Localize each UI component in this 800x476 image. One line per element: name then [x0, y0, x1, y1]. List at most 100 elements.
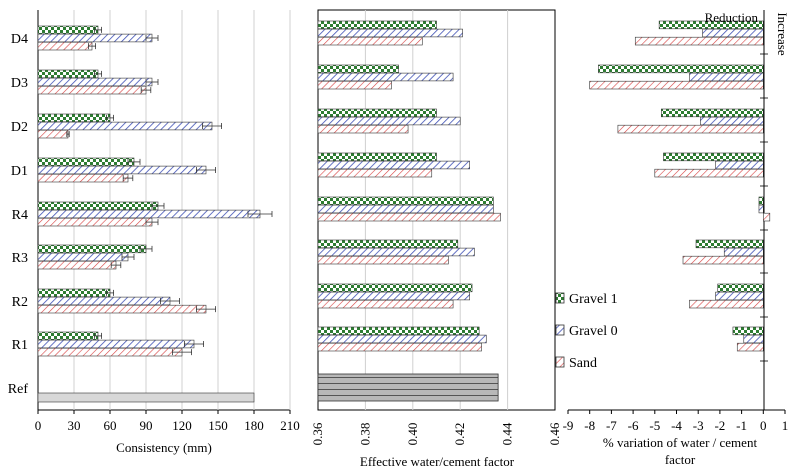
- variation-tick-label-0: 0: [760, 418, 767, 433]
- consistency-errorbar-sand-r4: [145, 219, 159, 226]
- consistency-tick-label-210: 210: [280, 418, 300, 433]
- variation-tick-label-6: -6: [628, 418, 639, 433]
- consistency-bar-gravel-0-d2: [37, 121, 213, 131]
- consistency-tick-label-30: 30: [68, 418, 81, 433]
- consistency-x-ticks: 0 30 60 90 120 150 180 210: [35, 410, 300, 433]
- variation-x-axis-title-line2: factor: [665, 452, 696, 467]
- variation-bar-gravel-1-r2: [717, 283, 764, 293]
- category-label-r3: R3: [12, 251, 28, 266]
- consistency-errorbar-gravel-0-r4: [247, 211, 273, 217]
- legend: Gravel 1 Gravel 0 Sand: [555, 292, 618, 371]
- wc-x-axis-title: Effective water/cement factor: [360, 454, 515, 469]
- consistency-bar-sand-d3: [37, 85, 147, 95]
- wc-tick-label-0-38: 0.38: [357, 423, 372, 446]
- variation-bar-gravel-1-d4: [658, 20, 764, 30]
- variation-bar-gravel-0-d1: [715, 160, 764, 170]
- wc-bar-gravel-0-d1: [317, 160, 470, 170]
- consistency-bar-gravel-0-d1: [37, 165, 207, 175]
- consistency-bar-sand-d2: [37, 129, 69, 139]
- variation-reduction-label: Reduction: [705, 10, 759, 25]
- consistency-errorbar-gravel-1-d1: [127, 158, 141, 165]
- variation-tick-label-3: -3: [693, 418, 704, 433]
- wc-bar-gravel-0-d2: [317, 116, 461, 126]
- variation-bars: [589, 20, 771, 352]
- wc-bar-gravel-1-r2: [317, 283, 473, 293]
- variation-increase-label: Increase: [775, 12, 790, 56]
- wc-bar-sand-r4: [317, 212, 501, 222]
- consistency-bar-gravel-1-d2: [37, 113, 111, 123]
- wc-bar-sand-r2: [317, 299, 454, 309]
- wc-tick-label-0-44: 0.44: [500, 422, 515, 445]
- variation-bar-gravel-1-d3: [598, 64, 764, 74]
- consistency-errorbar-gravel-0-d2: [201, 123, 223, 129]
- wc-bar-gravel-1-d4: [317, 20, 437, 30]
- wc-bar-gravel-0-r2: [317, 291, 470, 301]
- consistency-errorbar-gravel-0-r3: [121, 254, 135, 260]
- variation-bar-gravel-0-r3: [723, 247, 764, 257]
- category-label-d2: D2: [11, 120, 28, 135]
- variation-x-axis-title-line1: % variation of water / cement: [603, 435, 758, 450]
- wc-bar-gravel-1-d2: [317, 108, 437, 118]
- consistency-bar-gravel-0-r3: [37, 252, 129, 262]
- wc-bar-gravel-0-r3: [317, 247, 475, 257]
- wc-bar-gravel-1-r4: [317, 196, 494, 206]
- category-label-r1: R1: [12, 338, 28, 353]
- consistency-tick-label-180: 180: [244, 418, 264, 433]
- variation-bar-gravel-1-r3: [695, 239, 764, 249]
- wc-bar-sand-d3: [317, 80, 392, 90]
- wc-bars: [317, 20, 501, 402]
- variation-bar-gravel-1-r4: [758, 196, 764, 206]
- consistency-errorbar-gravel-1-d3: [94, 70, 102, 77]
- variation-bar-gravel-0-d2: [700, 116, 764, 126]
- consistency-tick-label-90: 90: [140, 418, 153, 433]
- wc-bar-sand-r1: [317, 342, 482, 352]
- wc-bar-gravel-1-r1: [317, 326, 480, 336]
- wc-bar-gravel-0-d4: [317, 28, 463, 38]
- consistency-bar-ref: [37, 392, 255, 403]
- wc-bar-sand-d2: [317, 124, 409, 134]
- variation-panel: -9 -8 -7 -6 -5 -4 -3 -2 -1 0 1 Reduction Increase …: [563, 10, 790, 467]
- consistency-bar-sand-r1: [37, 347, 183, 357]
- consistency-errorbar-gravel-0-d4: [145, 35, 159, 41]
- consistency-errorbar-sand-r1: [171, 349, 193, 356]
- variation-tick-label-8: -8: [584, 418, 595, 433]
- consistency-bar-gravel-1-d3: [37, 69, 99, 79]
- consistency-errorbar-sand-r3: [110, 262, 122, 269]
- consistency-tick-label-0: 0: [35, 418, 42, 433]
- category-label-ref: Ref: [8, 382, 29, 397]
- consistency-errorbar-gravel-1-r4: [151, 202, 165, 209]
- consistency-x-axis-title: Consistency (mm): [116, 440, 212, 455]
- consistency-bar-gravel-0-r1: [37, 339, 195, 349]
- consistency-tick-label-120: 120: [172, 418, 192, 433]
- consistency-bar-sand-r4: [37, 217, 153, 227]
- wc-bar-sand-r3: [317, 255, 449, 265]
- consistency-bar-gravel-1-d4: [37, 25, 99, 35]
- consistency-bar-gravel-1-r1: [37, 331, 99, 341]
- consistency-bar-gravel-1-r2: [37, 288, 111, 298]
- wc-bar-ref: [317, 373, 499, 402]
- consistency-bar-sand-d4: [37, 41, 93, 51]
- consistency-bar-gravel-0-d3: [37, 77, 153, 87]
- consistency-errorbar-sand-d1: [122, 175, 134, 182]
- wc-bar-gravel-1-d1: [317, 152, 437, 162]
- legend-label-sand: Sand: [569, 356, 597, 371]
- consistency-bar-sand-r2: [37, 304, 207, 314]
- variation-bar-sand-d2: [617, 124, 764, 134]
- variation-tick-label-1: 1: [782, 418, 789, 433]
- category-label-r4: R4: [12, 208, 28, 223]
- variation-bar-gravel-0-r4: [758, 204, 764, 214]
- consistency-bar-gravel-0-d4: [37, 33, 153, 43]
- legend-label-gravel-0: Gravel 0: [569, 324, 618, 339]
- consistency-errorbar-sand-d4: [88, 43, 96, 50]
- variation-bar-sand-d1: [654, 168, 764, 178]
- wc-tick-label-0-42: 0.42: [452, 423, 467, 446]
- consistency-errorbar-gravel-1-r1: [94, 332, 102, 339]
- variation-bar-gravel-1-d2: [661, 108, 764, 118]
- wc-factor-panel: 0.36 0.38 0.40 0.42 0.44 0.46 Effective water…: [310, 9, 562, 469]
- consistency-bars: [37, 25, 273, 403]
- legend-label-gravel-1: Gravel 1: [569, 292, 618, 307]
- wc-bar-gravel-0-d3: [317, 72, 454, 82]
- variation-bar-gravel-1-r1: [732, 326, 764, 336]
- wc-bar-sand-d4: [317, 36, 423, 46]
- variation-bar-sand-r4: [762, 212, 771, 222]
